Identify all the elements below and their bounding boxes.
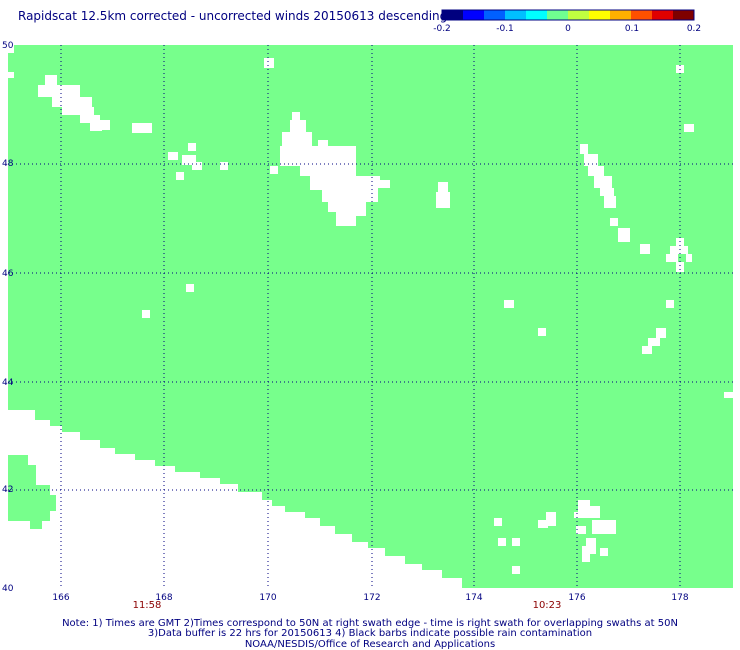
lon-label: 176 bbox=[568, 593, 585, 603]
lat-label: 48 bbox=[2, 159, 14, 169]
colorbar-tick-label: 0.2 bbox=[687, 24, 701, 34]
lon-label: 166 bbox=[52, 593, 69, 603]
longitude-labels: 166 168 170 172 174 176 178 bbox=[52, 593, 688, 603]
footnote-line-2: 3)Data buffer is 22 hrs for 20150613 4) … bbox=[148, 628, 592, 639]
colorbar-cell bbox=[631, 10, 653, 20]
lon-label: 178 bbox=[671, 593, 688, 603]
lat-label: 42 bbox=[2, 485, 13, 495]
lat-label: 40 bbox=[2, 584, 14, 594]
colorbar-cell bbox=[484, 10, 506, 20]
map-title: Rapidscat 12.5km corrected - uncorrected… bbox=[18, 9, 447, 23]
gridlines bbox=[8, 45, 733, 588]
latitude-labels: 50 48 46 44 42 40 bbox=[2, 41, 14, 594]
colorbar-cell bbox=[505, 10, 527, 20]
lat-label: 50 bbox=[2, 41, 14, 51]
lon-label: 174 bbox=[465, 593, 482, 603]
colorbar-cell bbox=[526, 10, 548, 20]
swath-time-label: 11:58 bbox=[133, 600, 162, 611]
colorbar-tick-label: 0.1 bbox=[625, 24, 639, 34]
colorbar-cell bbox=[652, 10, 674, 20]
lon-label: 168 bbox=[155, 593, 172, 603]
lon-label: 172 bbox=[363, 593, 380, 603]
colorbar-cell bbox=[442, 10, 464, 20]
colorbar-cell bbox=[568, 10, 590, 20]
no-data-region bbox=[8, 410, 462, 588]
colorbar: -0.2 -0.1 0 0.1 0.2 bbox=[433, 9, 701, 34]
map-area bbox=[8, 45, 733, 588]
colorbar-cell bbox=[463, 10, 485, 20]
no-data-pixels bbox=[8, 45, 733, 574]
colorbar-cell bbox=[610, 10, 632, 20]
colorbar-cell bbox=[547, 10, 569, 20]
colorbar-tick-label: 0 bbox=[565, 24, 571, 34]
swath-time-label: 10:23 bbox=[533, 600, 562, 611]
lat-label: 46 bbox=[2, 269, 14, 279]
lon-label: 170 bbox=[259, 593, 276, 603]
lat-label: 44 bbox=[2, 378, 14, 388]
colorbar-cell bbox=[589, 10, 611, 20]
colorbar-tick-label: -0.2 bbox=[433, 24, 451, 34]
footnote-credit: NOAA/NESDIS/Office of Research and Appli… bbox=[245, 639, 495, 650]
colorbar-cell bbox=[673, 10, 695, 20]
colorbar-tick-label: -0.1 bbox=[496, 24, 514, 34]
footnote-line-1: Note: 1) Times are GMT 2)Times correspon… bbox=[62, 618, 678, 629]
